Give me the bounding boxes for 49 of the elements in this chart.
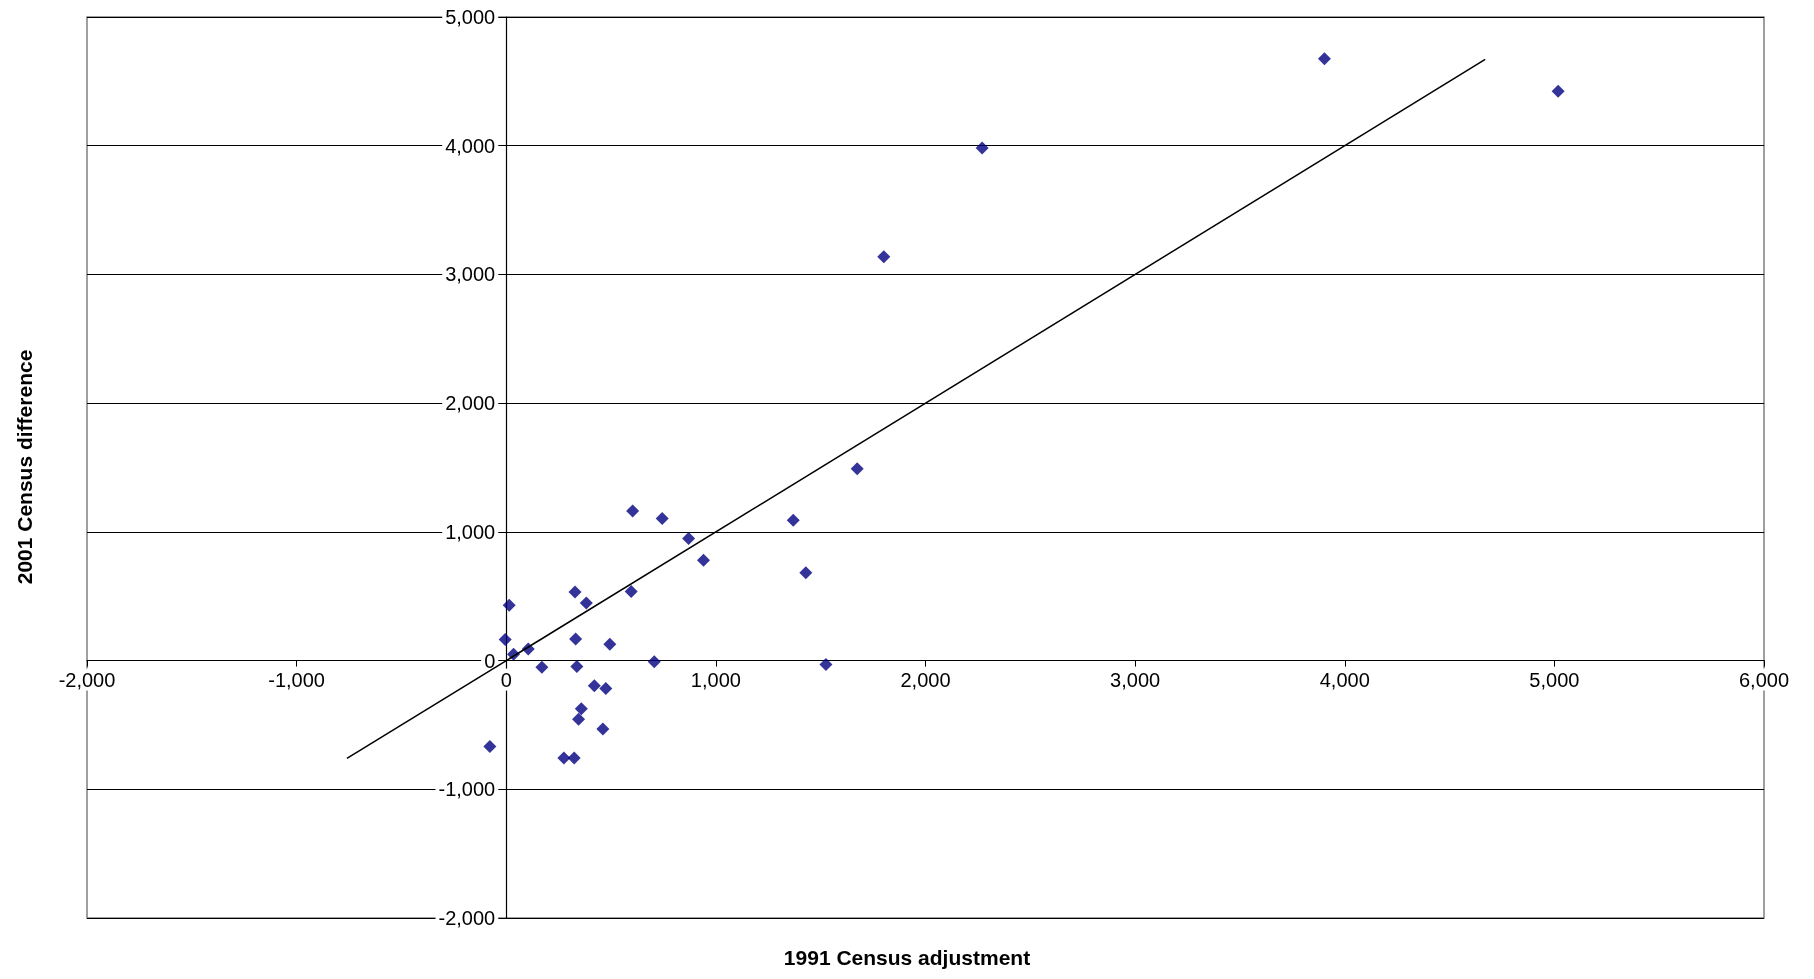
x-tick-label: 0 bbox=[500, 668, 512, 691]
point bbox=[570, 660, 584, 674]
point bbox=[502, 598, 516, 612]
y-tick-label: 3,000 bbox=[445, 263, 496, 286]
point bbox=[819, 658, 833, 672]
point bbox=[603, 637, 617, 651]
x-tick-label: -1,000 bbox=[268, 668, 325, 691]
point bbox=[568, 585, 582, 599]
x-tick-label: 6,000 bbox=[1738, 668, 1790, 691]
point bbox=[850, 462, 864, 476]
x-axis-title: 1991 Census adjustment bbox=[783, 946, 1031, 969]
y-tick-label: 2,000 bbox=[445, 392, 496, 415]
y-axis-title: 2001 Census difference bbox=[12, 349, 36, 585]
point bbox=[596, 722, 610, 736]
point bbox=[498, 633, 512, 647]
point bbox=[655, 512, 669, 526]
point bbox=[647, 655, 661, 669]
y-tick-label: -2,000 bbox=[438, 907, 496, 929]
y-tick-label: -1,000 bbox=[438, 778, 496, 801]
point bbox=[557, 751, 571, 765]
point bbox=[1317, 52, 1331, 66]
y-tick-label: 1,000 bbox=[445, 520, 496, 543]
point bbox=[786, 513, 800, 527]
point bbox=[697, 553, 711, 567]
point bbox=[799, 566, 813, 580]
point bbox=[599, 682, 613, 695]
point bbox=[1551, 84, 1565, 98]
point bbox=[626, 504, 640, 518]
y-tick-label: 0 bbox=[484, 649, 496, 672]
point bbox=[587, 679, 601, 693]
x-tick-label: 5,000 bbox=[1529, 668, 1580, 691]
y-tick-label: 4,000 bbox=[445, 134, 496, 157]
point bbox=[877, 250, 891, 264]
y-tick-label: 5,000 bbox=[445, 6, 496, 28]
point bbox=[535, 660, 549, 674]
x-tick-label: -2,000 bbox=[58, 668, 116, 691]
x-tick-label: 4,000 bbox=[1319, 668, 1370, 691]
point bbox=[569, 632, 583, 646]
point bbox=[483, 739, 497, 753]
point bbox=[975, 141, 989, 155]
x-tick-label: 1,000 bbox=[690, 668, 741, 691]
x-tick-label: 3,000 bbox=[1110, 668, 1161, 691]
point bbox=[624, 584, 638, 598]
point bbox=[682, 532, 696, 546]
point bbox=[572, 712, 586, 726]
point bbox=[567, 751, 581, 765]
point bbox=[579, 596, 593, 610]
point bbox=[574, 702, 588, 716]
x-tick-label: 2,000 bbox=[900, 668, 951, 691]
